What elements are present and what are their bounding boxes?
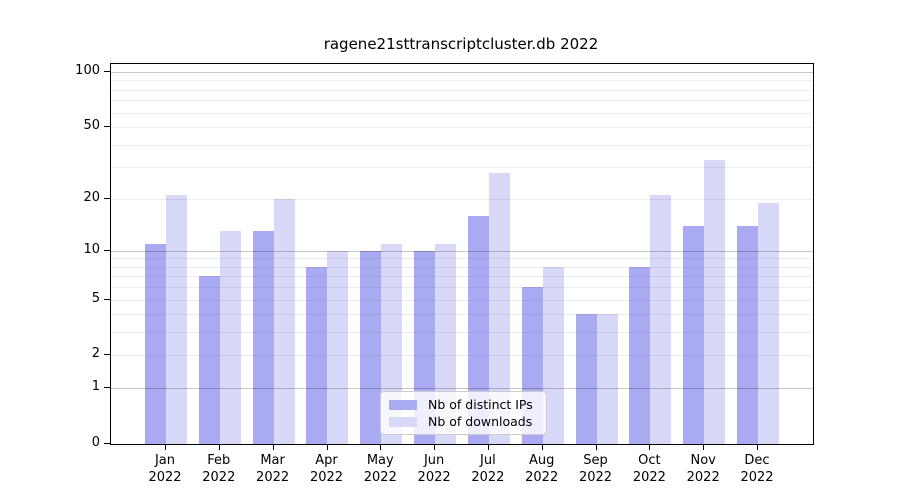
bar-downloads-aug (542, 266, 564, 444)
x-tick-mark (165, 445, 166, 450)
x-tick-label: Sep 2022 (578, 453, 613, 485)
y-tick-mark (104, 387, 110, 389)
x-tick-mark (595, 445, 597, 450)
y-tick-mark (104, 443, 110, 444)
y-tick-label: 2 (91, 346, 100, 362)
bar-downloads-jul (488, 172, 510, 444)
legend-swatch-downloads (389, 416, 417, 427)
bars-layer (111, 64, 813, 444)
bar-downloads-oct (650, 194, 672, 444)
y-tick-mark (104, 197, 110, 199)
x-tick-label: Feb 2022 (202, 453, 236, 485)
x-tick-label: Apr 2022 (309, 453, 344, 485)
y-tick-mark (104, 71, 110, 72)
x-tick-label: Jan 2022 (148, 453, 182, 485)
legend-label-distinct-ips: Nb of distinct IPs (428, 397, 533, 412)
x-tick-mark (380, 445, 382, 450)
legend: Nb of distinct IPs Nb of downloads (380, 391, 547, 435)
bar-ips-mar (252, 231, 274, 444)
bar-ips-apr (306, 266, 328, 444)
bar-ips-nov (683, 225, 705, 444)
x-tick-label: Dec 2022 (740, 453, 774, 485)
bar-downloads-mar (273, 198, 295, 444)
y-tick-label: 1 (91, 379, 100, 395)
y-tick-label: 5 (91, 290, 100, 306)
y-tick-label: 50 (83, 118, 100, 134)
y-tick-label: 0 (91, 435, 100, 450)
legend-swatch-distinct-ips (389, 399, 417, 410)
legend-item-downloads: Nb of downloads (389, 414, 538, 429)
bar-ips-sep (575, 314, 597, 444)
bar-ips-oct (629, 266, 651, 444)
x-tick-mark (649, 445, 651, 450)
bar-ips-feb (198, 276, 220, 444)
x-tick-label: Oct 2022 (632, 453, 666, 485)
x-tick-mark (757, 445, 758, 450)
x-tick-label: Nov 2022 (686, 453, 720, 485)
y-tick-mark (104, 249, 110, 251)
x-tick-label: Jul 2022 (471, 453, 505, 485)
plot-area (110, 63, 814, 445)
x-tick-mark (434, 445, 436, 450)
x-tick-mark (326, 445, 328, 450)
bar-ips-may (360, 250, 382, 444)
y-tick-mark (104, 354, 110, 356)
bar-downloads-feb (219, 231, 241, 444)
x-tick-label: May 2022 (363, 453, 397, 485)
x-tick-label: Aug 2022 (525, 453, 559, 485)
bar-downloads-apr (327, 250, 349, 444)
x-tick-mark (541, 445, 543, 450)
bar-downloads-dec (758, 202, 779, 444)
bar-ips-jul (467, 215, 489, 444)
x-tick-mark (703, 445, 705, 450)
x-tick-label: Mar 2022 (256, 453, 290, 485)
legend-label-downloads: Nb of downloads (428, 414, 533, 429)
x-tick-mark (218, 445, 220, 450)
legend-item-distinct-ips: Nb of distinct IPs (389, 397, 538, 412)
x-tick-label: Jun 2022 (417, 453, 451, 485)
y-tick-label: 20 (83, 189, 100, 205)
bar-downloads-sep (596, 314, 618, 444)
bar-downloads-nov (704, 159, 726, 444)
y-tick-label: 10 (83, 241, 100, 257)
y-tick-label: 100 (75, 63, 100, 78)
y-tick-mark (104, 126, 110, 128)
bar-ips-dec (737, 225, 758, 444)
chart-title: ragene21sttranscriptcluster.db 2022 (323, 35, 599, 53)
bar-downloads-jan (166, 194, 187, 444)
x-tick-mark (487, 445, 489, 450)
x-tick-mark (272, 445, 274, 450)
y-tick-mark (104, 298, 110, 300)
bar-ips-jan (145, 243, 166, 444)
